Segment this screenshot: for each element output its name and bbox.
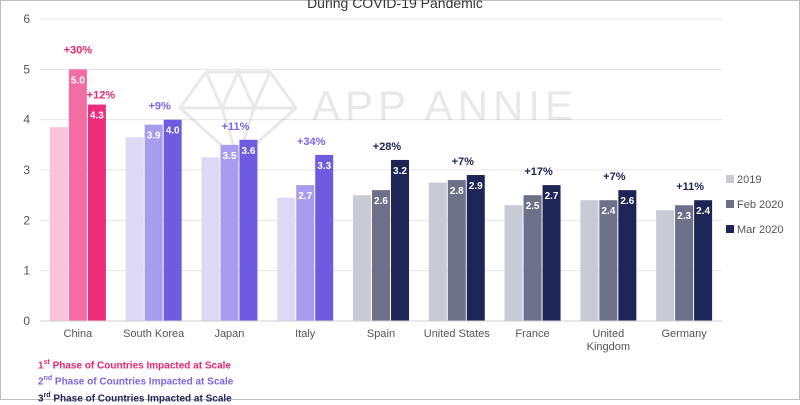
growth-label: +7%	[452, 156, 475, 168]
app-annie-watermark: APP ANNIE	[177, 68, 578, 163]
x-tick-label: United States	[424, 328, 491, 340]
bar-feb-2020	[372, 190, 390, 321]
bar-2019	[504, 205, 523, 321]
phase-ordinal: 3	[38, 392, 44, 404]
legend-label: 2019	[737, 174, 761, 186]
legend-swatch	[726, 175, 734, 183]
x-tick-label: United	[592, 328, 624, 340]
phase-ordinal-suffix: nd	[43, 375, 53, 383]
bar-feb-2020	[144, 124, 163, 321]
x-tick-label: Spain	[367, 328, 395, 340]
chart-title: During COVID-19 Pandemic	[307, 0, 483, 11]
bar-mar-2020	[163, 119, 182, 322]
legend-swatch	[726, 200, 734, 208]
bar-data-label: 4.0	[166, 126, 180, 137]
bar-feb-2020	[447, 180, 466, 321]
bar-data-label: 4.3	[90, 111, 104, 122]
growth-label: +17%	[524, 166, 553, 178]
growth-label: +7%	[603, 171, 626, 183]
x-tick-label: Italy	[295, 328, 316, 340]
bar-feb-2020	[599, 200, 618, 321]
bar-feb-2020	[220, 144, 239, 321]
bar-2019	[49, 127, 68, 321]
phase-legend-item-3: 3rd Phase of Countries Impacted at Scale	[38, 389, 233, 405]
phase-ordinal: 1	[38, 360, 44, 372]
bar-mar-2020	[391, 159, 409, 321]
y-tick-label: 2	[23, 213, 30, 227]
bar-data-label: 5.0	[71, 75, 85, 86]
y-tick-label: 6	[23, 12, 30, 26]
bar-data-label: 2.4	[601, 206, 615, 217]
bar-data-label: 2.4	[696, 206, 710, 217]
bar-data-label: 3.5	[222, 151, 236, 162]
bar-mar-2020	[542, 185, 561, 321]
phase-ordinal-suffix: rd	[43, 391, 51, 399]
bar-2019	[428, 182, 447, 321]
phase-legend-item-2: 2nd Phase of Countries Impacted at Scale	[38, 372, 233, 388]
bar-2019	[353, 195, 371, 321]
y-tick-label: 3	[23, 163, 30, 177]
phase-legend-text: Phase of Countries Impacted at Scale	[50, 392, 232, 404]
bar-mar-2020	[239, 139, 258, 321]
bar-mar-2020	[618, 190, 637, 321]
growth-label: +9%	[149, 101, 172, 113]
bar-data-label: 3.6	[241, 146, 255, 157]
bar-mar-2020	[694, 200, 713, 321]
phase-legend-text: Phase of Countries Impacted at Scale	[52, 376, 234, 388]
gem-icon	[177, 68, 299, 163]
phase-ordinal: 2	[38, 376, 44, 388]
bar-data-label: 2.6	[374, 196, 388, 207]
bar-feb-2020	[68, 69, 87, 321]
bar-data-label: 3.3	[317, 161, 331, 172]
bar-mar-2020	[87, 104, 106, 321]
growth-label: +34%	[297, 136, 326, 148]
bar-data-label: 2.9	[469, 181, 483, 192]
bar-mar-2020	[466, 175, 485, 321]
bar-data-label: 2.6	[620, 196, 634, 207]
bar-2019	[277, 197, 296, 321]
bar-mar-2020	[315, 154, 334, 321]
bar-data-label: 2.5	[526, 201, 540, 212]
phase-legend-item-1: 1st Phase of Countries Impacted at Scale	[38, 356, 233, 372]
bar-data-label: 3.9	[147, 131, 161, 142]
x-tick-label: South Korea	[123, 328, 185, 340]
bar-feb-2020	[523, 195, 542, 321]
growth-label: +11%	[222, 121, 250, 133]
bar-feb-2020	[675, 205, 694, 321]
x-tick-label: Japan	[214, 328, 244, 340]
bar-feb-2020	[296, 185, 315, 321]
growth-label: +11%	[676, 181, 704, 193]
phase-ordinal-suffix: st	[43, 359, 50, 366]
bar-2019	[580, 200, 599, 321]
bar-data-label: 2.7	[545, 191, 559, 202]
bar-data-label: 2.8	[450, 186, 464, 197]
bar-2019	[125, 137, 144, 321]
watermark-text: APP ANNIE	[312, 82, 578, 129]
bar-data-label: 2.7	[298, 191, 312, 202]
legend-label: Feb 2020	[737, 199, 783, 211]
y-tick-label: 1	[23, 264, 30, 278]
y-tick-label: 5	[23, 62, 30, 76]
x-tick-label: Germany	[661, 328, 707, 340]
legend-label: Mar 2020	[737, 224, 783, 236]
growth-label: +30%	[64, 44, 93, 56]
bar-data-label: 2.3	[677, 211, 691, 222]
bar-2019	[656, 210, 675, 321]
phase-legend-text: Phase of Countries Impacted at Scale	[49, 360, 231, 372]
bar-2019	[201, 157, 220, 321]
growth-label: +12%	[87, 90, 116, 102]
y-tick-label: 0	[23, 314, 30, 328]
x-tick-label: France	[515, 328, 549, 340]
x-tick-label: China	[64, 328, 94, 340]
legend-swatch	[726, 225, 734, 233]
bar-data-label: 3.2	[393, 166, 407, 177]
y-tick-label: 4	[23, 113, 30, 127]
growth-label: +28%	[373, 141, 402, 153]
x-tick-label: Kingdom	[587, 341, 630, 353]
phase-legend: 1st Phase of Countries Impacted at Scale…	[38, 356, 233, 405]
